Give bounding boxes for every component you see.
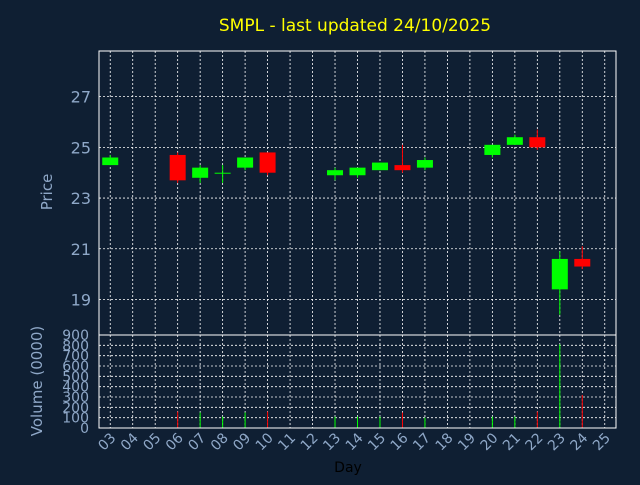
volume-tick-label: 700 — [62, 349, 89, 365]
volume-layer — [177, 344, 583, 428]
candle-body — [394, 165, 411, 171]
candle-body — [529, 137, 546, 148]
volume-tick-label: 300 — [62, 390, 89, 406]
volume-tick-label: 800 — [62, 338, 89, 354]
candle-body — [102, 157, 119, 166]
price-axis: 19 21 23 25 27 — [71, 88, 91, 310]
candle-body — [574, 258, 591, 267]
volume-panel-frame — [98, 334, 617, 429]
candle-body — [327, 170, 344, 176]
candle-body — [371, 162, 388, 171]
volume-tick-label: 100 — [62, 411, 89, 427]
candle-body — [259, 152, 276, 173]
candle-body — [416, 160, 433, 168]
price-tick-label: 19 — [71, 291, 91, 310]
volume-tick-label: 600 — [62, 359, 89, 375]
candle-body — [237, 157, 254, 168]
candle-body — [214, 172, 231, 174]
volume-tick-label: 900 — [62, 328, 89, 344]
candle-body — [551, 258, 568, 290]
candle-body — [169, 154, 186, 181]
price-tick-label: 27 — [71, 88, 91, 107]
price-tick-label: 25 — [71, 138, 91, 157]
candle-body — [349, 167, 366, 176]
x-axis-label: Day — [334, 460, 362, 476]
price-tick-label: 23 — [71, 189, 91, 208]
candle-body — [484, 144, 501, 155]
candle-body — [192, 167, 209, 178]
volume-tick-label: 200 — [62, 400, 89, 416]
volume-tick-label: 400 — [62, 380, 89, 396]
volume-tick-label: 500 — [62, 369, 89, 385]
y-axis-label: Price — [38, 174, 56, 211]
volume-tick-label: 0 — [80, 421, 89, 437]
volume-axis-label: Volume (0000) — [28, 326, 46, 436]
grid-layer — [99, 51, 616, 429]
candle-body — [506, 137, 523, 145]
chart-title: SMPL - last updated 24/10/2025 — [219, 16, 491, 36]
price-tick-label: 21 — [71, 240, 91, 259]
candle-layer — [102, 129, 591, 315]
x-axis: 0304050607080910111213141516171819202122… — [95, 430, 613, 454]
